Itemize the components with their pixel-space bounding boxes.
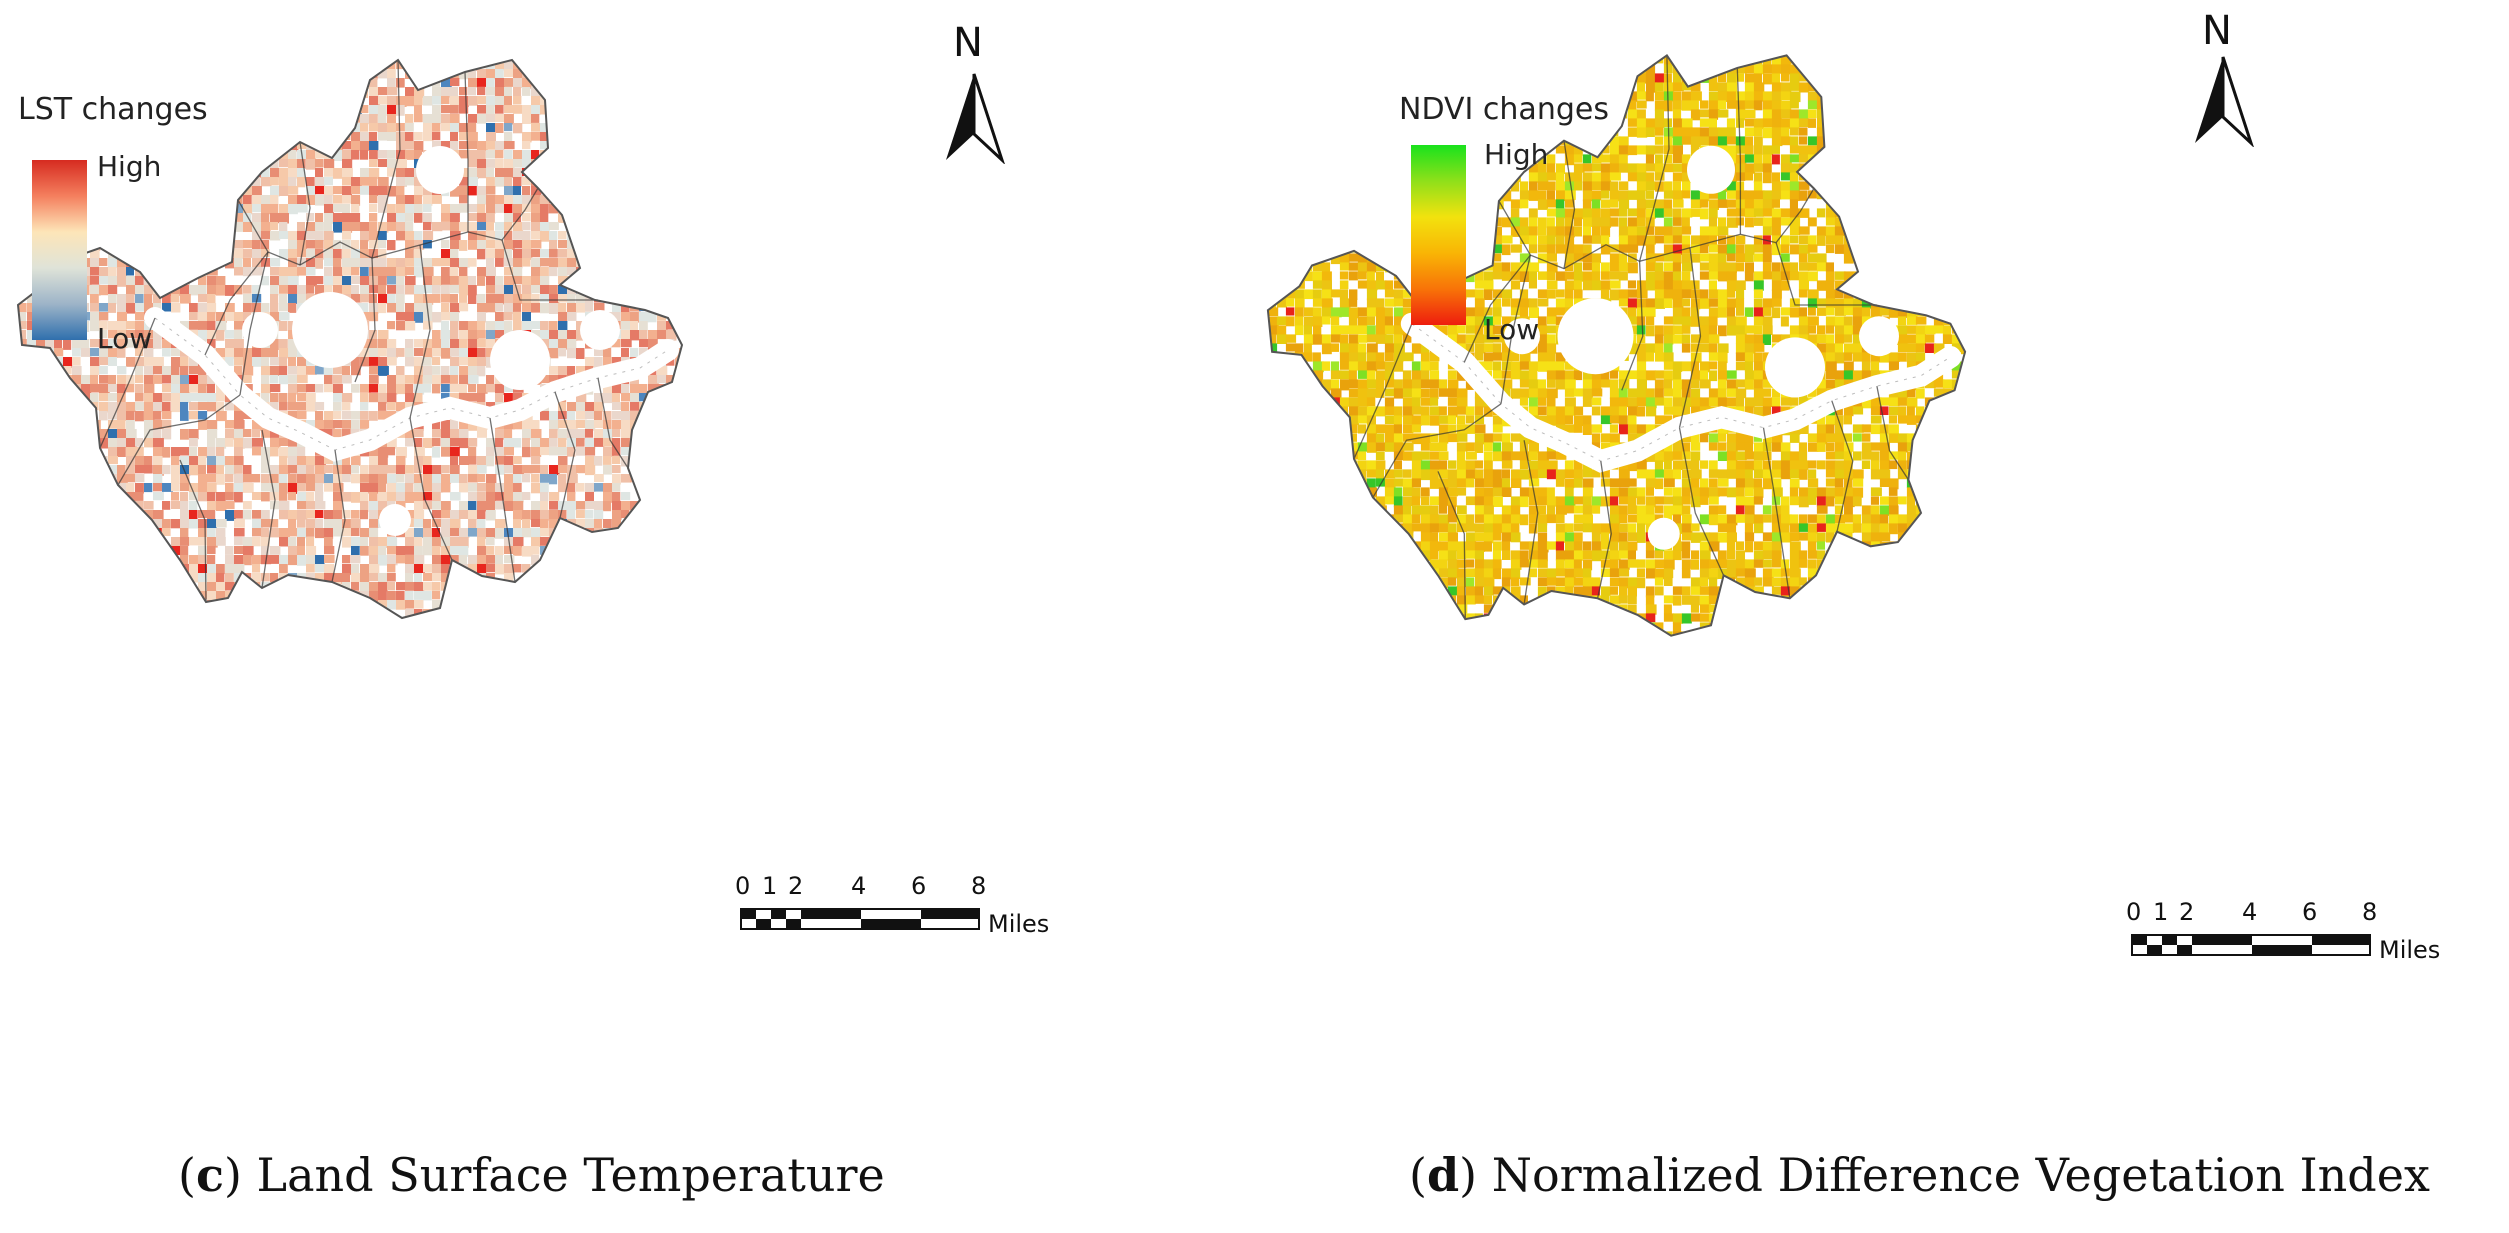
scale-tick-label: 0 bbox=[735, 872, 751, 900]
district-border bbox=[1498, 188, 1815, 270]
district-border bbox=[501, 239, 598, 301]
district-border bbox=[1353, 323, 1413, 460]
district-border bbox=[371, 59, 401, 259]
district-border bbox=[239, 251, 269, 396]
district-border bbox=[409, 244, 431, 419]
scale-tick-label: 4 bbox=[851, 872, 867, 900]
district-border bbox=[179, 459, 207, 603]
city-boundary bbox=[16, 58, 684, 620]
district-border bbox=[331, 449, 346, 583]
legend-color-ramp bbox=[32, 160, 87, 340]
district-border bbox=[1736, 67, 1742, 235]
district-border bbox=[1523, 440, 1539, 605]
panel-lst-map: LST changes High Low N 0 1 2 4 6 8 Miles… bbox=[0, 0, 1250, 1233]
district-border bbox=[1596, 460, 1612, 599]
scale-tick-label: 4 bbox=[2242, 898, 2258, 926]
caption-text: ) Land Surface Temperature bbox=[223, 1148, 885, 1202]
district-border bbox=[1678, 427, 1725, 576]
caption-letter: d bbox=[1426, 1148, 1460, 1202]
caption-d: (d) Normalized Difference Vegetation Ind… bbox=[1409, 1148, 2430, 1202]
legend-title: NDVI changes bbox=[1399, 92, 1609, 127]
scale-tick-label: 6 bbox=[2302, 898, 2318, 926]
district-border bbox=[261, 429, 276, 589]
scale-tick-label: 8 bbox=[2362, 898, 2378, 926]
scale-tick-label: 6 bbox=[911, 872, 927, 900]
district-border bbox=[1762, 427, 1791, 599]
scale-tick-label: 2 bbox=[788, 872, 804, 900]
north-arrow-icon bbox=[946, 73, 1005, 164]
lst-choropleth-map bbox=[16, 58, 684, 620]
district-border bbox=[204, 251, 269, 356]
river-edge bbox=[1411, 323, 1951, 462]
district-border bbox=[554, 391, 576, 519]
district-border bbox=[1372, 403, 1502, 498]
scale-tick-label: 8 bbox=[971, 872, 987, 900]
district-border bbox=[464, 71, 469, 232]
scale-unit-label: Miles bbox=[2379, 936, 2441, 964]
north-label: N bbox=[2202, 8, 2232, 54]
district-border bbox=[1876, 385, 1909, 481]
scale-unit-label: Miles bbox=[988, 910, 1050, 938]
district-border bbox=[1638, 55, 1670, 262]
north-label: N bbox=[953, 20, 983, 66]
district-border bbox=[1831, 400, 1854, 532]
district-border bbox=[409, 417, 453, 561]
scale-tick-label: 2 bbox=[2179, 898, 2195, 926]
north-arrow-icon bbox=[2195, 56, 2254, 147]
district-border bbox=[1500, 254, 1532, 404]
district-border bbox=[1463, 254, 1531, 363]
legend-high-label: High bbox=[1484, 138, 1549, 171]
scale-tick-label: 0 bbox=[2126, 898, 2142, 926]
district-border bbox=[1775, 242, 1877, 306]
scale-tick-label: 1 bbox=[2153, 898, 2169, 926]
district-border bbox=[299, 141, 311, 266]
caption-text: ) Normalized Difference Vegetation Index bbox=[1459, 1148, 2430, 1202]
legend-title: LST changes bbox=[18, 92, 208, 127]
district-border bbox=[237, 187, 539, 266]
panel-ndvi-map: NDVI changes High Low N 0 1 2 4 6 8 Mile… bbox=[1259, 0, 2509, 1233]
legend-low-label: Low bbox=[1484, 313, 1540, 346]
district-border bbox=[99, 317, 156, 449]
district-border bbox=[1563, 140, 1576, 269]
legend-low-label: Low bbox=[97, 322, 153, 355]
district-border bbox=[597, 377, 629, 469]
district-border bbox=[354, 257, 376, 383]
ndvi-choropleth-map bbox=[1266, 53, 1967, 637]
scale-tick-label: 1 bbox=[762, 872, 778, 900]
district-border bbox=[117, 394, 241, 486]
legend-color-ramp bbox=[1411, 145, 1466, 325]
district-border bbox=[1678, 247, 1702, 428]
caption-letter: c bbox=[195, 1148, 224, 1202]
legend-high-label: High bbox=[97, 150, 162, 183]
caption-c: (c) Land Surface Temperature bbox=[178, 1148, 885, 1202]
district-border bbox=[1437, 471, 1466, 620]
district-border bbox=[489, 417, 516, 583]
district-border bbox=[1621, 261, 1644, 391]
city-boundary bbox=[1266, 53, 1967, 637]
